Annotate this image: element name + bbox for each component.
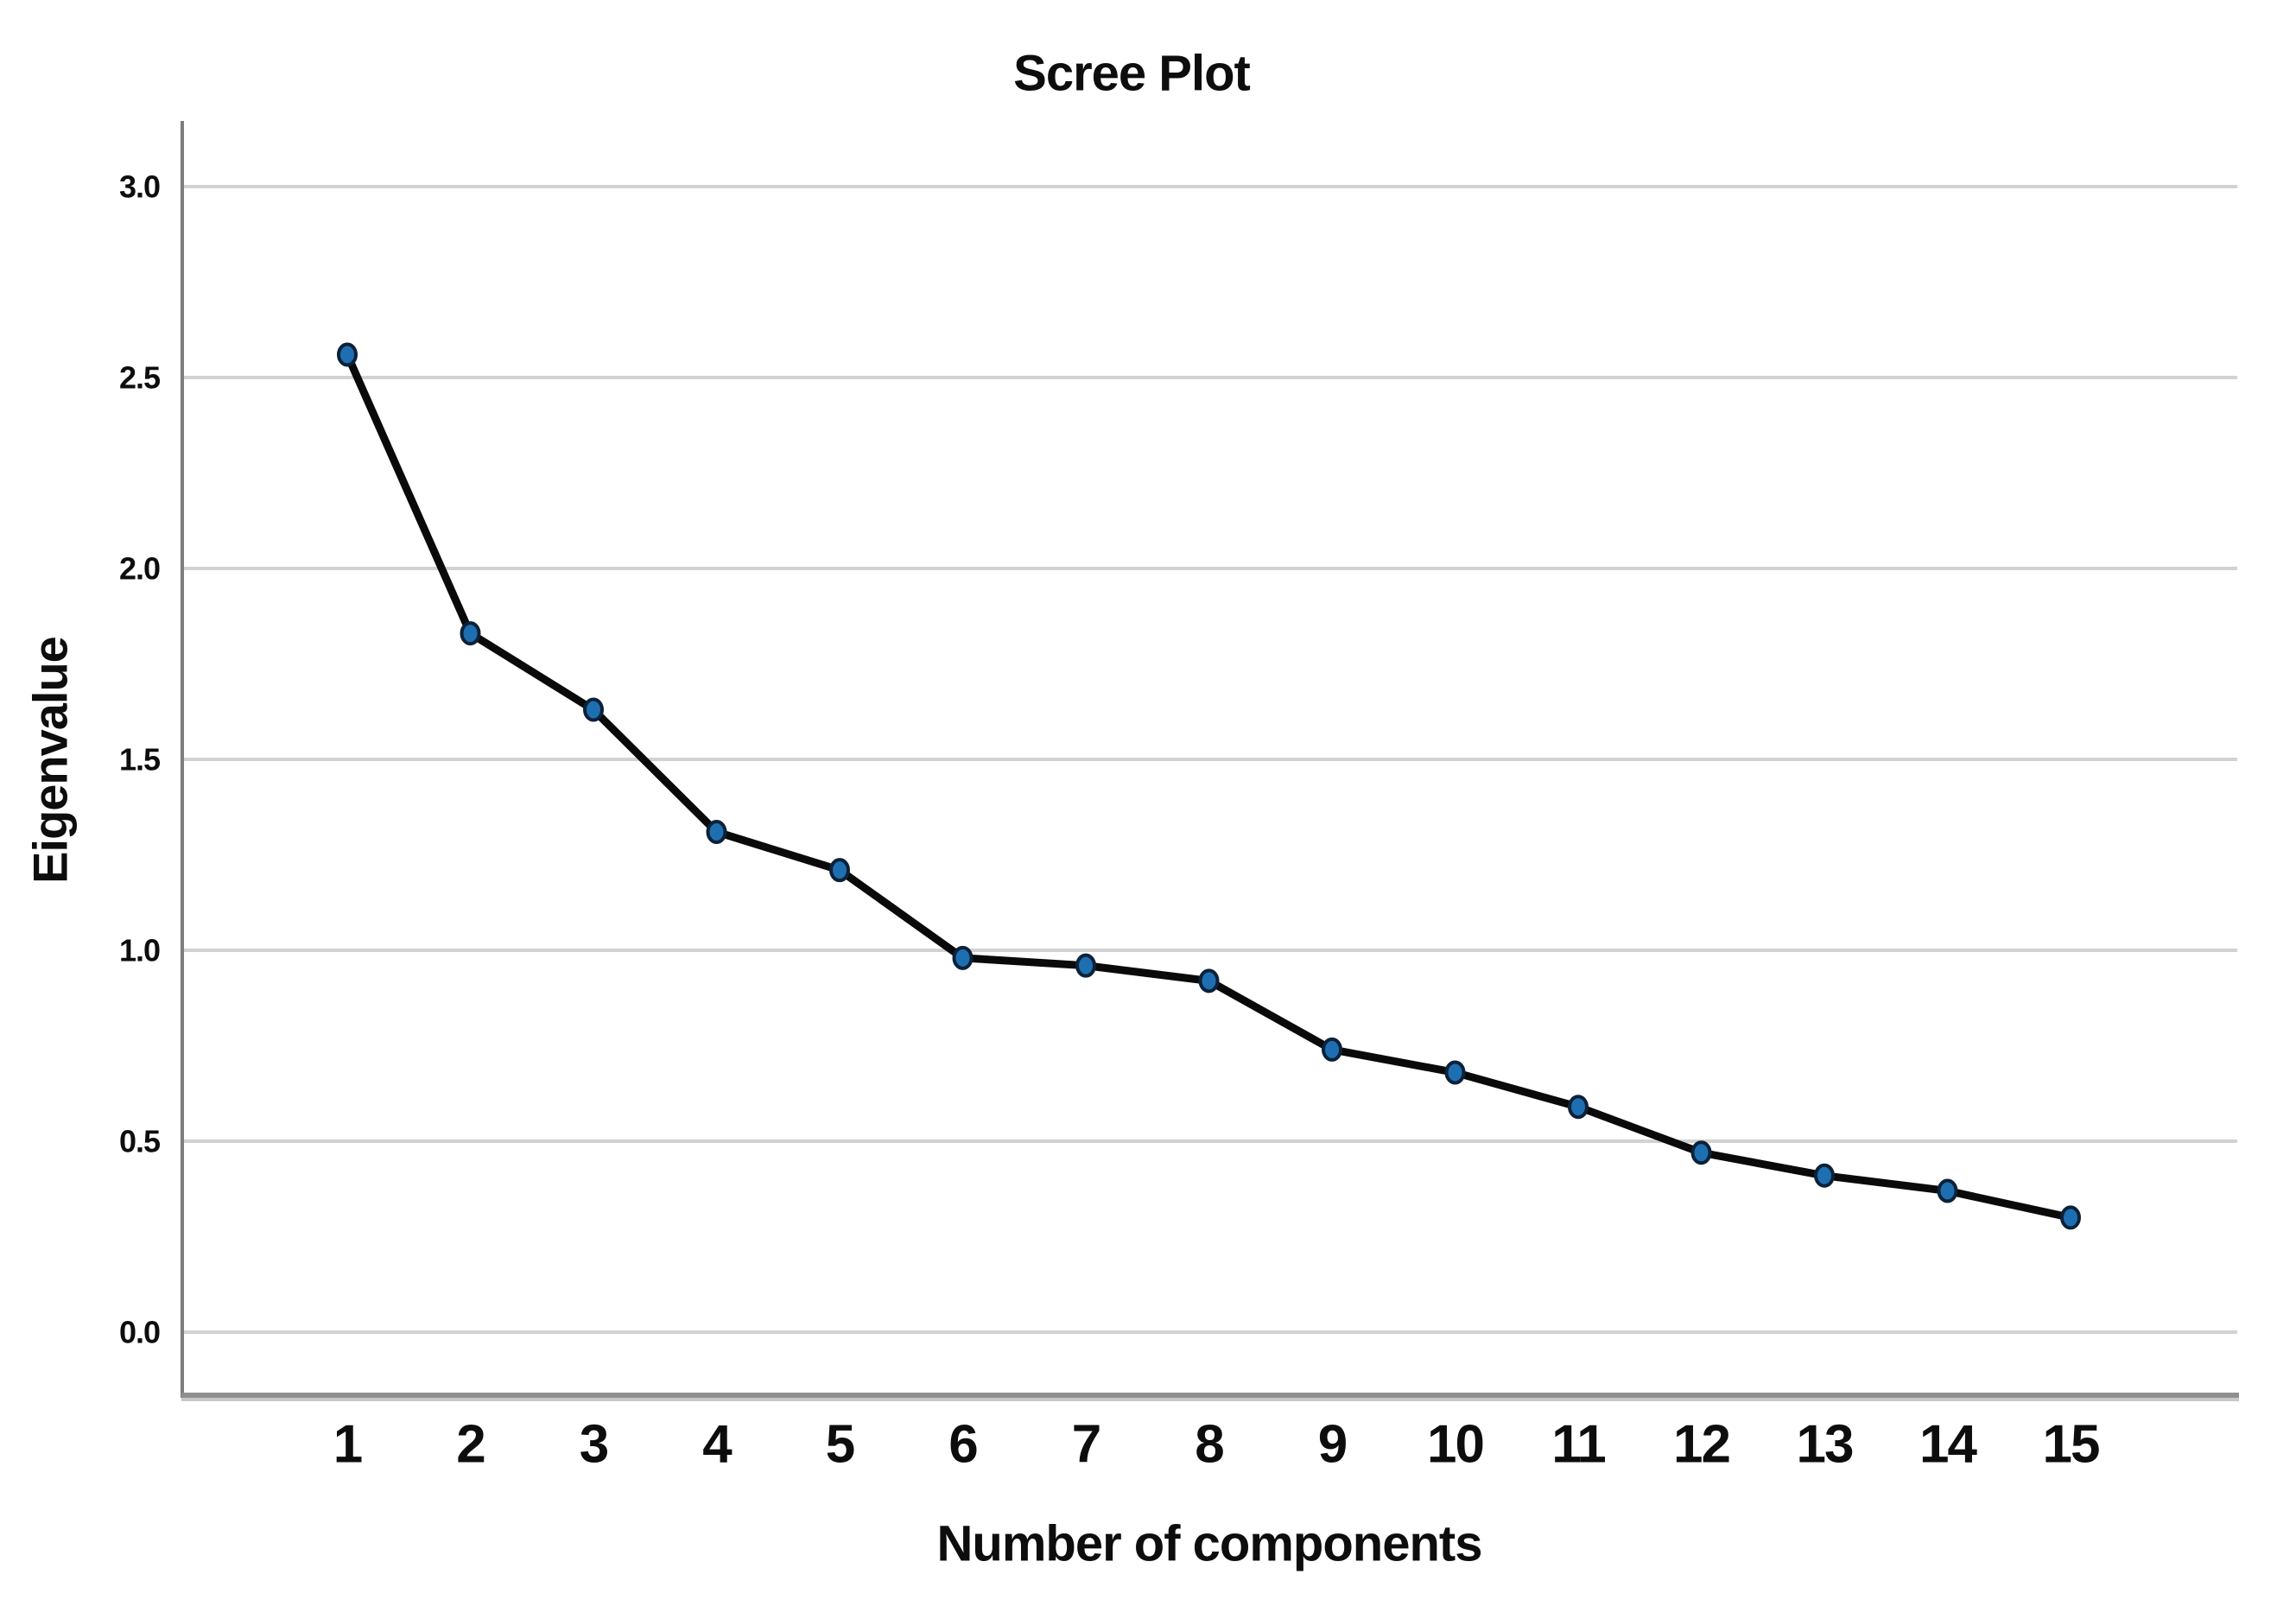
chart-title: Scree Plot xyxy=(1013,45,1251,102)
x-tick-label-4: 4 xyxy=(702,1415,733,1475)
x-tick-label-6: 6 xyxy=(948,1415,977,1475)
data-point-12 xyxy=(1690,1140,1712,1165)
y-tick-label-2.5: 2.5 xyxy=(119,360,161,396)
data-point-15 xyxy=(2060,1205,2081,1230)
x-axis-shadow xyxy=(181,1398,2239,1401)
x-tick-label-14: 14 xyxy=(1919,1415,1977,1475)
data-point-3 xyxy=(583,697,604,722)
x-axis-title: Number of components xyxy=(936,1515,1483,1572)
scree-line xyxy=(343,350,2075,1222)
x-tick-label-9: 9 xyxy=(1318,1415,1347,1475)
y-tick-label-1.5: 1.5 xyxy=(119,742,161,778)
y-tick-label-3.0: 3.0 xyxy=(119,169,160,205)
x-tick-label-13: 13 xyxy=(1797,1415,1853,1475)
x-tick-label-12: 12 xyxy=(1673,1415,1729,1475)
y-tick-label-2.0: 2.0 xyxy=(119,551,160,587)
data-point-9 xyxy=(1322,1037,1342,1062)
x-tick-label-3: 3 xyxy=(580,1415,608,1475)
x-tick-label-15: 15 xyxy=(2043,1415,2099,1475)
x-tick-label-2: 2 xyxy=(456,1415,484,1475)
x-tick-label-10: 10 xyxy=(1427,1415,1483,1475)
y-axis-title: Eigenvalue xyxy=(22,637,78,884)
data-point-5 xyxy=(829,858,850,883)
x-tick-label-5: 5 xyxy=(826,1415,854,1475)
data-point-10 xyxy=(1444,1060,1466,1085)
data-point-13 xyxy=(1814,1163,1835,1188)
data-point-11 xyxy=(1568,1095,1589,1120)
data-point-14 xyxy=(1937,1178,1958,1203)
x-tick-label-8: 8 xyxy=(1195,1415,1223,1475)
data-point-1 xyxy=(337,342,358,367)
y-tick-label-0.5: 0.5 xyxy=(119,1124,161,1159)
x-tick-label-11: 11 xyxy=(1551,1415,1605,1475)
y-tick-label-1.0: 1.0 xyxy=(119,933,160,968)
data-point-4 xyxy=(706,819,727,844)
data-point-8 xyxy=(1198,968,1220,993)
data-point-2 xyxy=(460,621,481,646)
x-tick-label-1: 1 xyxy=(333,1415,362,1475)
x-tick-label-7: 7 xyxy=(1072,1415,1100,1475)
x-axis-line xyxy=(181,1393,2239,1398)
y-tick-label-0.0: 0.0 xyxy=(119,1315,160,1350)
data-point-7 xyxy=(1075,953,1096,978)
data-point-6 xyxy=(952,945,974,970)
